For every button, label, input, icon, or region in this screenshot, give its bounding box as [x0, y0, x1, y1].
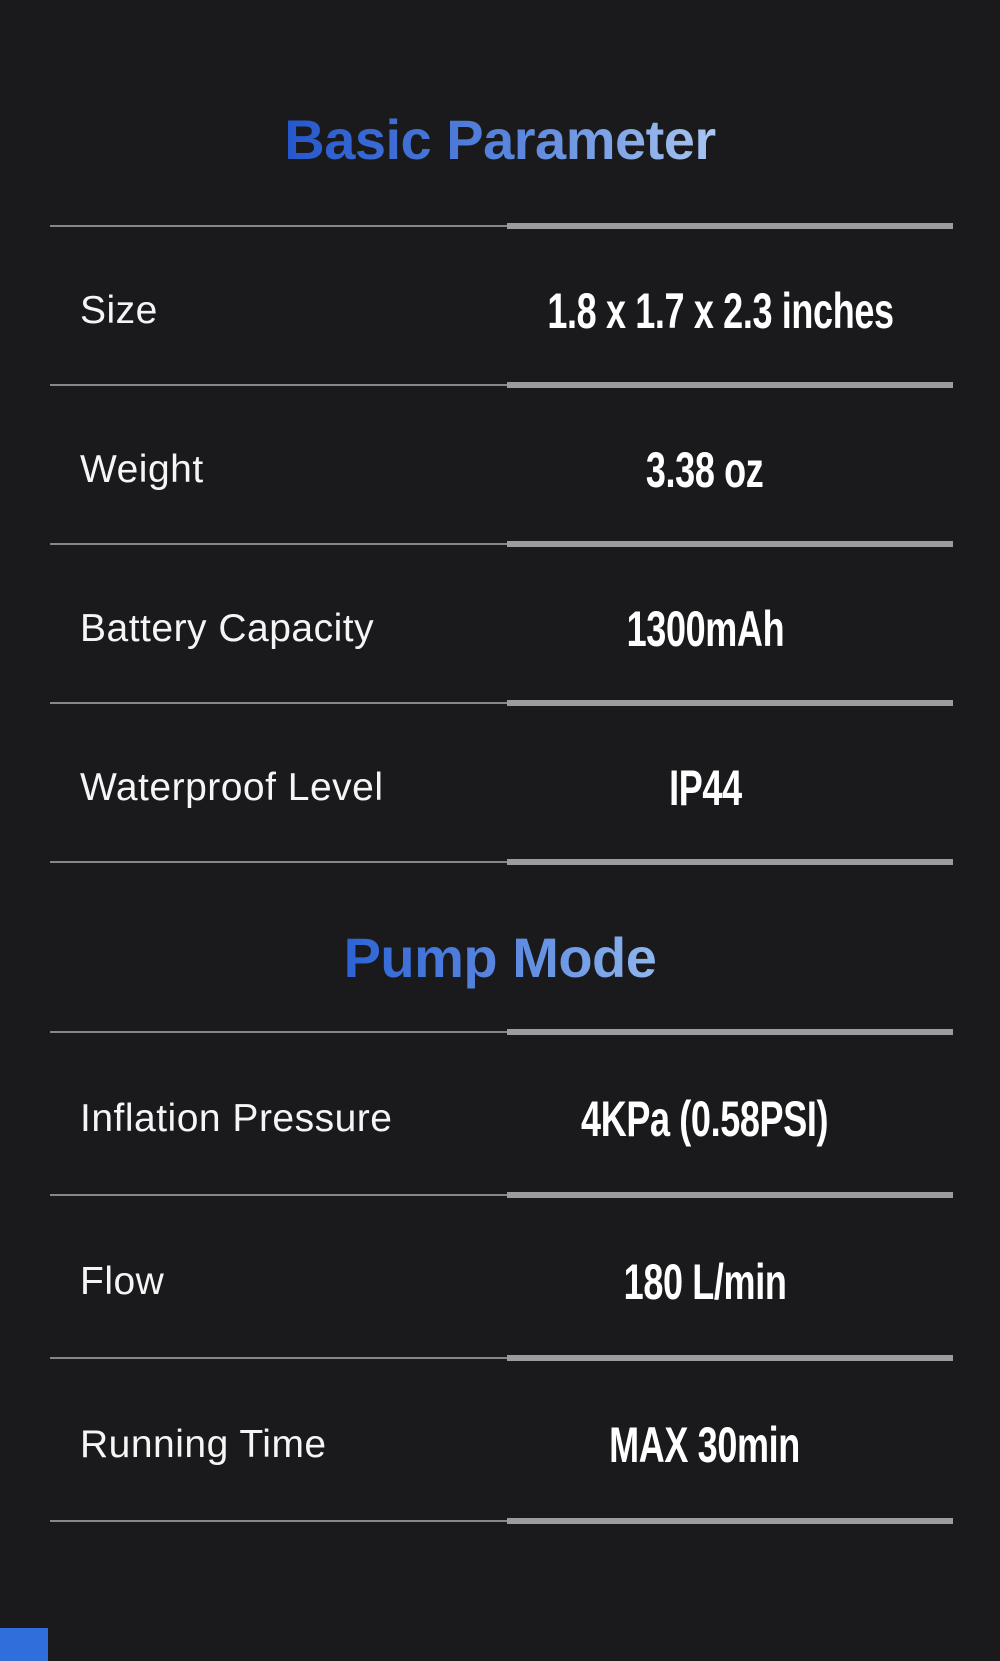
spec-label: Weight: [80, 447, 204, 491]
spec-label: Waterproof Level: [80, 765, 384, 809]
row-divider: [0, 1518, 1000, 1524]
row-divider: [0, 1029, 1000, 1035]
spec-row-waterproof-level: Waterproof Level IP44: [0, 706, 1000, 859]
row-divider: [0, 223, 1000, 229]
row-divider: [0, 859, 1000, 865]
spec-value: 1.8 x 1.7 x 2.3 inches: [547, 282, 894, 339]
divider-thin-segment: [50, 1194, 507, 1196]
spec-value: 3.38 oz: [646, 441, 764, 498]
divider-thick-segment: [507, 1192, 953, 1198]
spec-value: 1300mAh: [626, 600, 784, 657]
spec-label: Size: [80, 288, 158, 332]
divider-thick-segment: [507, 223, 953, 229]
basic-parameter-table: Size 1.8 x 1.7 x 2.3 inches Weight 3.38 …: [0, 223, 1000, 865]
spec-row-size: Size 1.8 x 1.7 x 2.3 inches: [0, 229, 1000, 382]
divider-thin-segment: [50, 543, 507, 545]
pump-mode-table: Inflation Pressure 4KPa (0.58PSI) Flow 1…: [0, 1029, 1000, 1524]
spec-label: Running Time: [80, 1422, 327, 1466]
divider-thick-segment: [507, 382, 953, 388]
spec-value: 4KPa (0.58PSI): [581, 1090, 829, 1147]
divider-thick-segment: [507, 1518, 953, 1524]
row-divider: [0, 382, 1000, 388]
section-header-basic-parameter: Basic Parameter: [0, 0, 1000, 223]
spec-row-running-time: Running Time MAX 30min: [0, 1361, 1000, 1518]
row-divider: [0, 1355, 1000, 1361]
divider-thin-segment: [50, 702, 507, 704]
section-title-pump-mode: Pump Mode: [343, 925, 657, 989]
spec-label: Battery Capacity: [80, 606, 375, 650]
spec-value: MAX 30min: [609, 1416, 801, 1473]
divider-thin-segment: [50, 225, 507, 227]
row-divider: [0, 541, 1000, 547]
divider-thin-segment: [50, 1031, 507, 1033]
divider-thick-segment: [507, 541, 953, 547]
divider-thin-segment: [50, 1357, 507, 1359]
corner-accent-square: [0, 1628, 48, 1661]
row-divider: [0, 1192, 1000, 1198]
row-divider: [0, 700, 1000, 706]
spec-row-weight: Weight 3.38 oz: [0, 388, 1000, 541]
spec-row-battery-capacity: Battery Capacity 1300mAh: [0, 547, 1000, 700]
section-header-pump-mode: Pump Mode: [0, 865, 1000, 1029]
spec-value: IP44: [668, 759, 742, 816]
spec-row-inflation-pressure: Inflation Pressure 4KPa (0.58PSI): [0, 1035, 1000, 1192]
divider-thin-segment: [50, 861, 507, 863]
divider-thick-segment: [507, 1355, 953, 1361]
spec-row-flow: Flow 180 L/min: [0, 1198, 1000, 1355]
divider-thick-segment: [507, 1029, 953, 1035]
spec-label: Flow: [80, 1259, 165, 1303]
divider-thick-segment: [507, 859, 953, 865]
divider-thick-segment: [507, 700, 953, 706]
divider-thin-segment: [50, 1520, 507, 1522]
spec-value: 180 L/min: [623, 1253, 787, 1310]
spec-label: Inflation Pressure: [80, 1096, 393, 1140]
divider-thin-segment: [50, 384, 507, 386]
section-title-basic-parameter: Basic Parameter: [284, 108, 716, 171]
